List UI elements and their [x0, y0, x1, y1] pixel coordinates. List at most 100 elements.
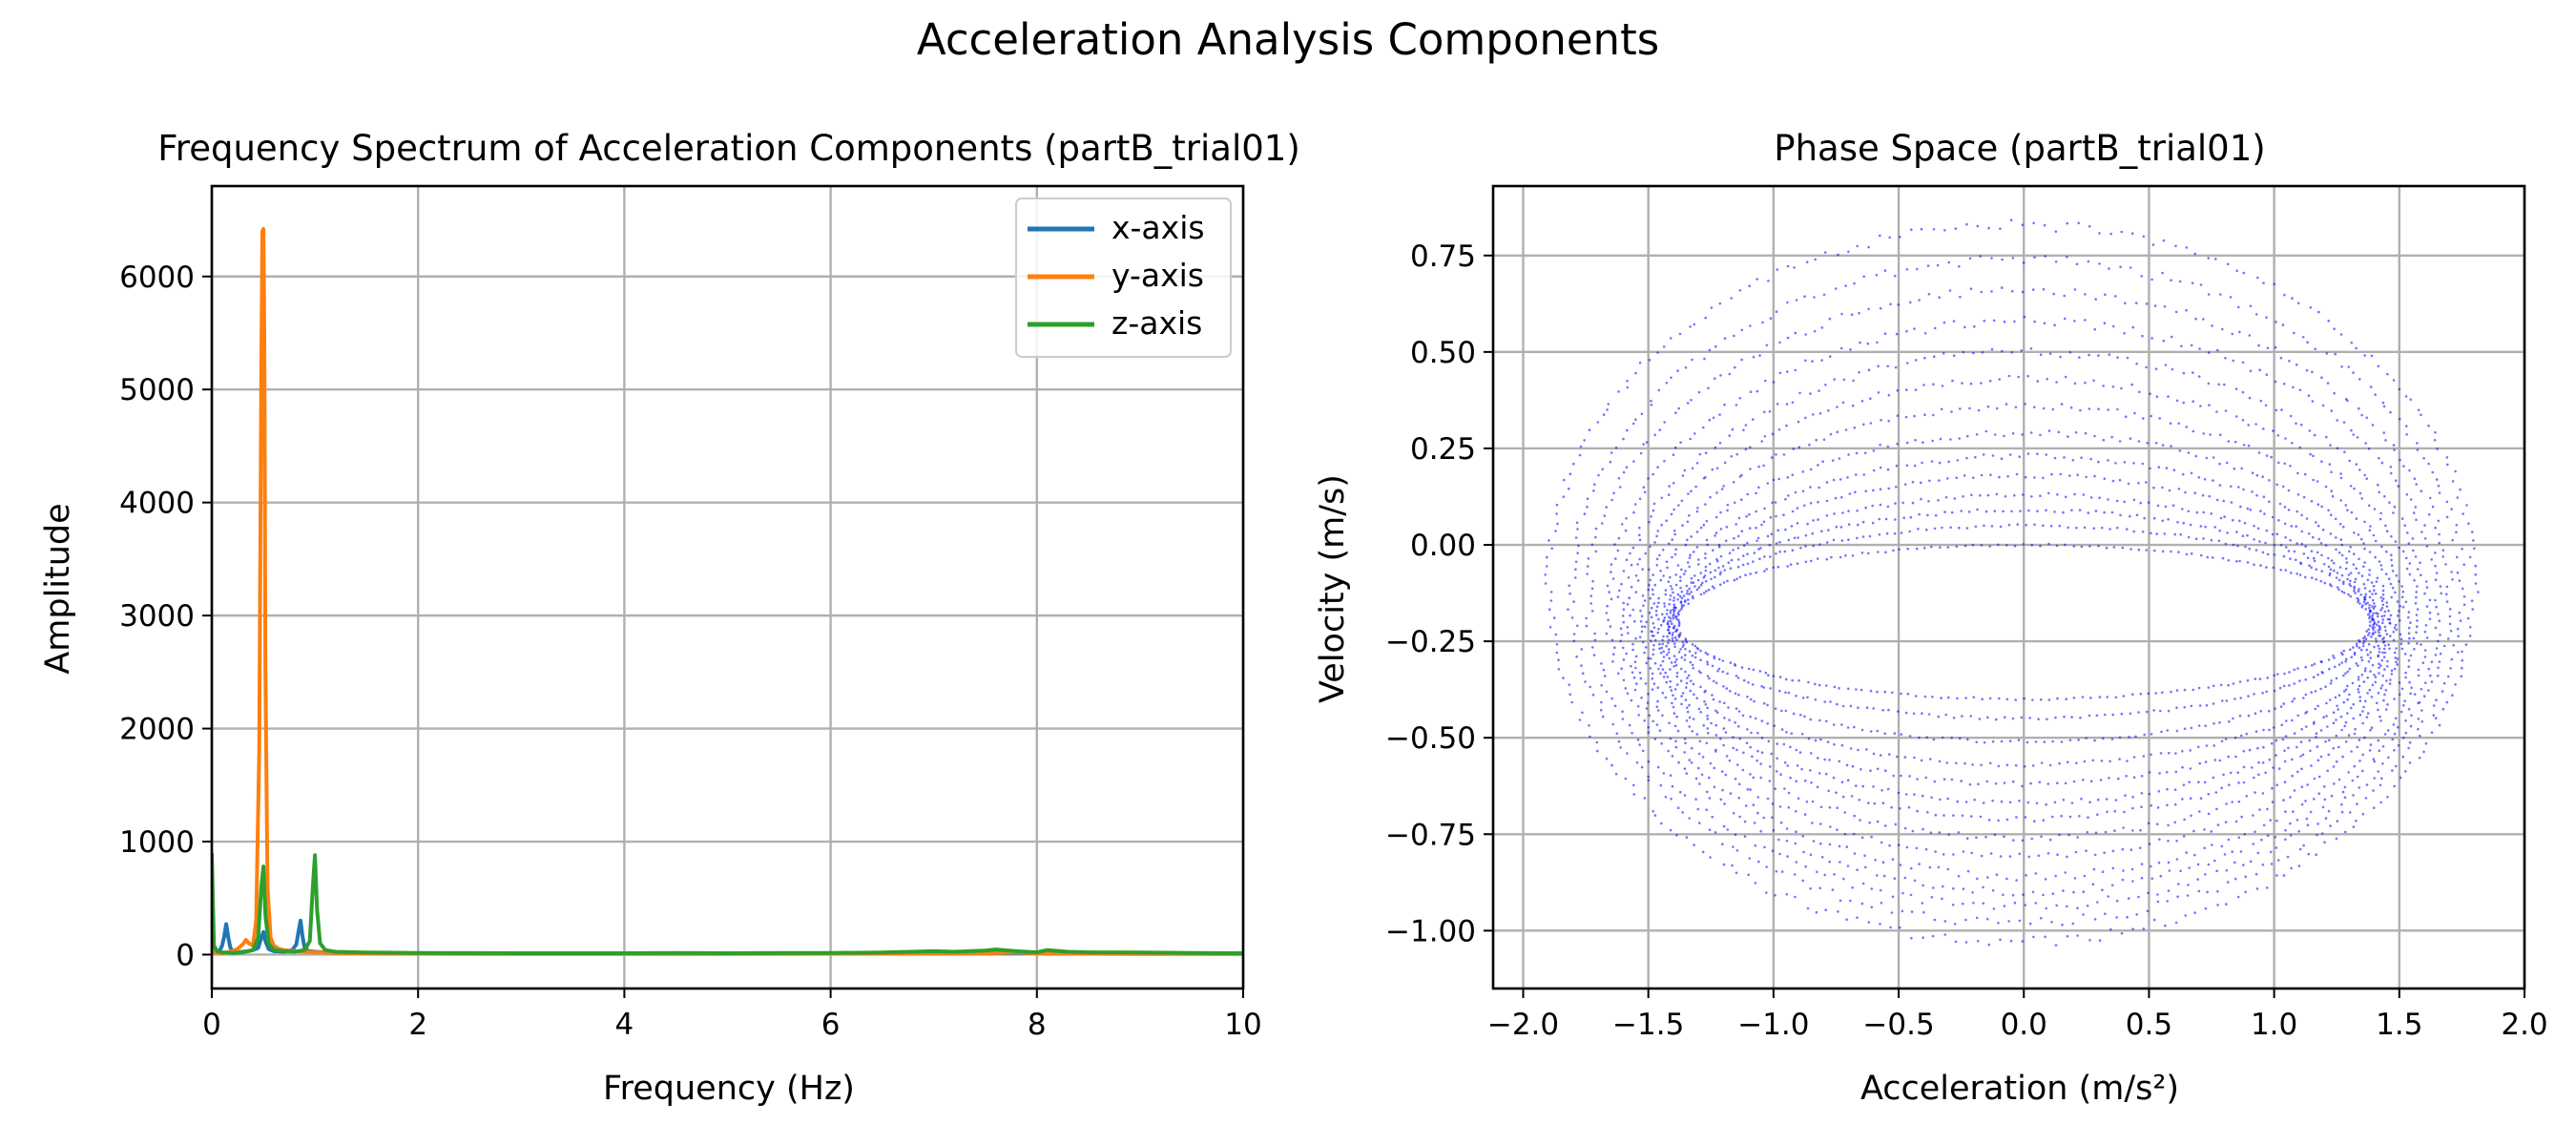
phase-point	[1840, 723, 1843, 726]
phase-point	[2170, 550, 2172, 553]
phase-point	[2380, 545, 2383, 549]
phase-point	[1689, 553, 1692, 556]
phase-point	[1643, 599, 1647, 602]
phase-point	[2088, 801, 2091, 803]
phase-point	[2247, 714, 2251, 718]
phase-point	[1708, 348, 1712, 352]
phase-point	[2249, 860, 2253, 864]
phase-point	[2302, 843, 2305, 847]
phase-point	[1555, 643, 1559, 646]
phase-point	[1695, 462, 1699, 465]
phase-point	[2378, 749, 2381, 752]
phase-point	[2230, 485, 2233, 489]
phase-point	[1963, 325, 1966, 329]
phase-point	[1685, 719, 1689, 722]
phase-point	[1971, 476, 1975, 480]
phase-point	[2213, 859, 2216, 863]
phase-point	[2137, 711, 2140, 714]
phase-point	[1772, 566, 1776, 569]
phase-point	[1660, 523, 1663, 527]
phase-point	[2401, 550, 2405, 553]
phase-point	[1841, 795, 1845, 799]
phase-point	[2145, 302, 2149, 305]
phase-point	[1887, 487, 1890, 490]
phase-point	[2293, 682, 2296, 685]
phase-point	[1991, 799, 1994, 802]
phase-point	[1678, 594, 1682, 598]
phase-point	[1655, 705, 1659, 708]
phase-point	[1672, 508, 1675, 511]
phase-point	[2361, 641, 2365, 645]
phase-point	[2254, 677, 2257, 680]
phase-point	[2326, 725, 2329, 728]
phase-point	[1641, 594, 1645, 597]
phase-space-ylabel: Velocity (m/s)	[1314, 474, 1352, 703]
spectrum-lines	[212, 227, 1243, 956]
phase-point	[1697, 766, 1700, 770]
phase-point	[2334, 352, 2337, 356]
phase-point	[2206, 555, 2209, 559]
phase-point	[2296, 471, 2299, 475]
phase-point	[1771, 802, 1775, 805]
phase-point	[1908, 775, 1911, 778]
phase-point	[1882, 874, 1886, 878]
phase-point	[2362, 565, 2365, 568]
phase-point	[2379, 687, 2382, 690]
phase-point	[1650, 399, 1652, 403]
phase-point	[2231, 801, 2233, 803]
phase-point	[1759, 829, 1762, 833]
phase-point	[2226, 881, 2230, 884]
phase-point	[2283, 781, 2287, 783]
phase-point	[1650, 606, 1653, 610]
phase-point	[2067, 435, 2069, 438]
phase-point	[1653, 738, 1657, 740]
phase-point	[1998, 378, 2001, 381]
phase-point	[2451, 480, 2455, 483]
phase-point	[2066, 935, 2069, 938]
phase-point	[2337, 588, 2340, 592]
phase-point	[1821, 460, 1824, 464]
phase-point	[2384, 524, 2387, 528]
phase-point	[2194, 454, 2197, 458]
phase-point	[2377, 708, 2379, 712]
phase-point	[1775, 514, 1777, 518]
phase-point	[1900, 733, 1903, 736]
phase-point	[1982, 902, 1985, 906]
phase-point	[2400, 595, 2404, 598]
phase-point	[1676, 729, 1680, 733]
phase-point	[2288, 671, 2291, 674]
phase-point	[2370, 581, 2374, 584]
phase-point	[2257, 760, 2260, 764]
phase-point	[2324, 739, 2327, 743]
phase-point	[2416, 448, 2420, 451]
phase-point	[1942, 814, 1945, 817]
phase-point	[2060, 403, 2064, 406]
phase-point	[1791, 401, 1795, 405]
phase-point	[1841, 704, 1845, 708]
phase-point	[1615, 732, 1619, 736]
phase-point	[2246, 507, 2250, 510]
phase-point	[2363, 669, 2367, 673]
phase-point	[1942, 352, 1945, 355]
phase-point	[1751, 683, 1755, 686]
phase-point	[2220, 844, 2224, 848]
phase-point	[1833, 685, 1837, 689]
phase-point	[2290, 866, 2293, 870]
phase-point	[1869, 422, 1873, 425]
phase-point	[2332, 765, 2336, 768]
phase-point	[1708, 776, 1711, 780]
phase-point	[1669, 575, 1672, 579]
phase-point	[1628, 596, 1631, 599]
phase-point	[1970, 493, 1973, 497]
phase-point	[1870, 887, 1874, 890]
phase-point	[2051, 407, 2055, 411]
phase-point	[2250, 766, 2254, 769]
phase-point	[2334, 696, 2337, 699]
phase-point	[1681, 524, 1684, 527]
phase-point	[1578, 718, 1582, 721]
phase-point	[2283, 672, 2286, 676]
phase-point	[2408, 740, 2412, 744]
phase-point	[2353, 580, 2357, 584]
phase-point	[2393, 651, 2397, 655]
phase-point	[1953, 497, 1957, 500]
